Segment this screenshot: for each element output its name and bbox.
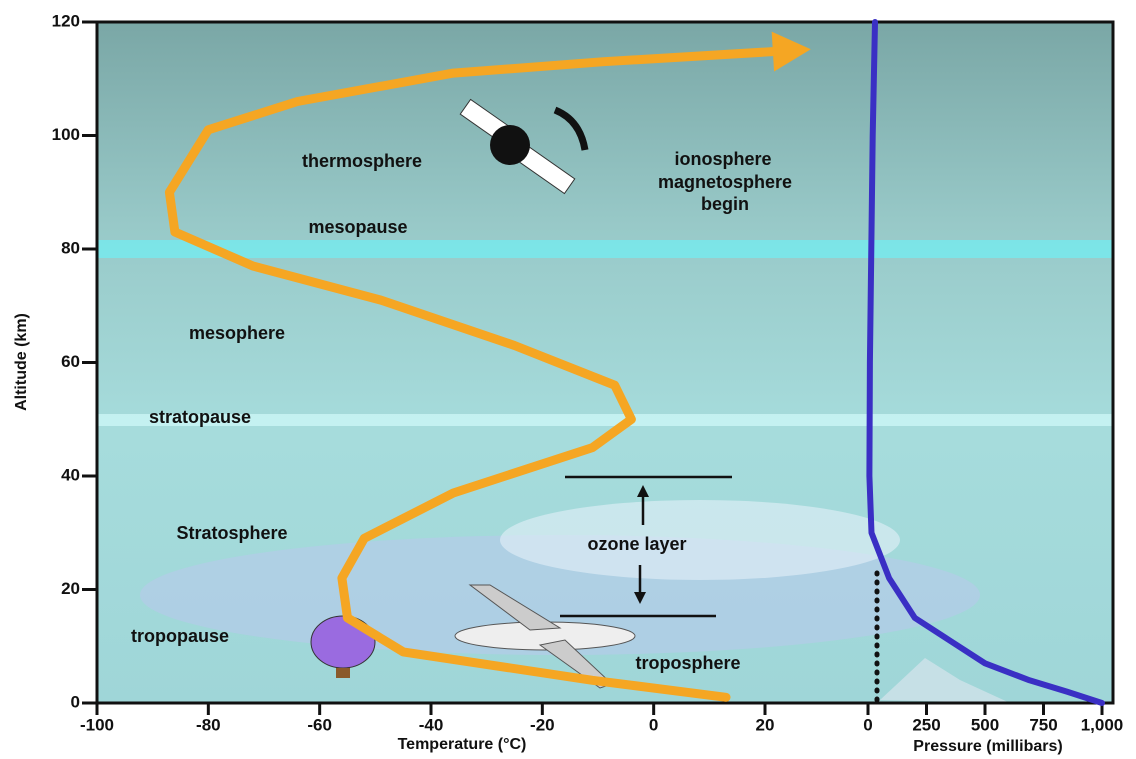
y-tick-label: 0 [71,692,80,711]
x2-tick-label: 250 [912,715,940,734]
x-tick-label: -40 [419,715,444,734]
x2-tick-label: 750 [1029,715,1057,734]
x2-tick-label: 1,000 [1081,715,1124,734]
x-tick-label: -100 [80,715,114,734]
annotation: mesopause [308,217,407,237]
x2-tick-label: 500 [971,715,999,734]
x-tick-label: -60 [307,715,332,734]
annotation: ozone layer [587,534,686,554]
annotation: begin [701,194,749,214]
x-tick-label: -80 [196,715,221,734]
x2-tick-label: 0 [863,715,872,734]
annotation: mesophere [189,323,285,343]
annotation: stratopause [149,407,251,427]
band [97,240,1113,258]
y-tick-label: 20 [61,579,80,598]
x-axis-title: Temperature (°C) [398,736,527,753]
y-tick-label: 120 [52,11,80,30]
y-tick-label: 80 [61,238,80,257]
y-tick-label: 60 [61,352,80,371]
x-tick-label: 0 [649,715,658,734]
annotation: Stratosphere [176,523,287,543]
y-tick-label: 100 [52,125,80,144]
y-tick-label: 40 [61,465,80,484]
x2-axis-title: Pressure (millibars) [913,738,1062,755]
x-tick-label: -20 [530,715,555,734]
cloud [500,500,900,580]
x-tick-label: 20 [756,715,775,734]
annotation: thermosphere [302,151,422,171]
annotation: troposphere [635,653,740,673]
chart: Altitude (km) Temperature (°C) Pressure … [0,0,1136,759]
annotation: tropopause [131,626,229,646]
y-axis-title: Altitude (km) [13,313,30,411]
annotation: ionosphere [674,149,771,169]
annotation: magnetosphere [658,172,792,192]
